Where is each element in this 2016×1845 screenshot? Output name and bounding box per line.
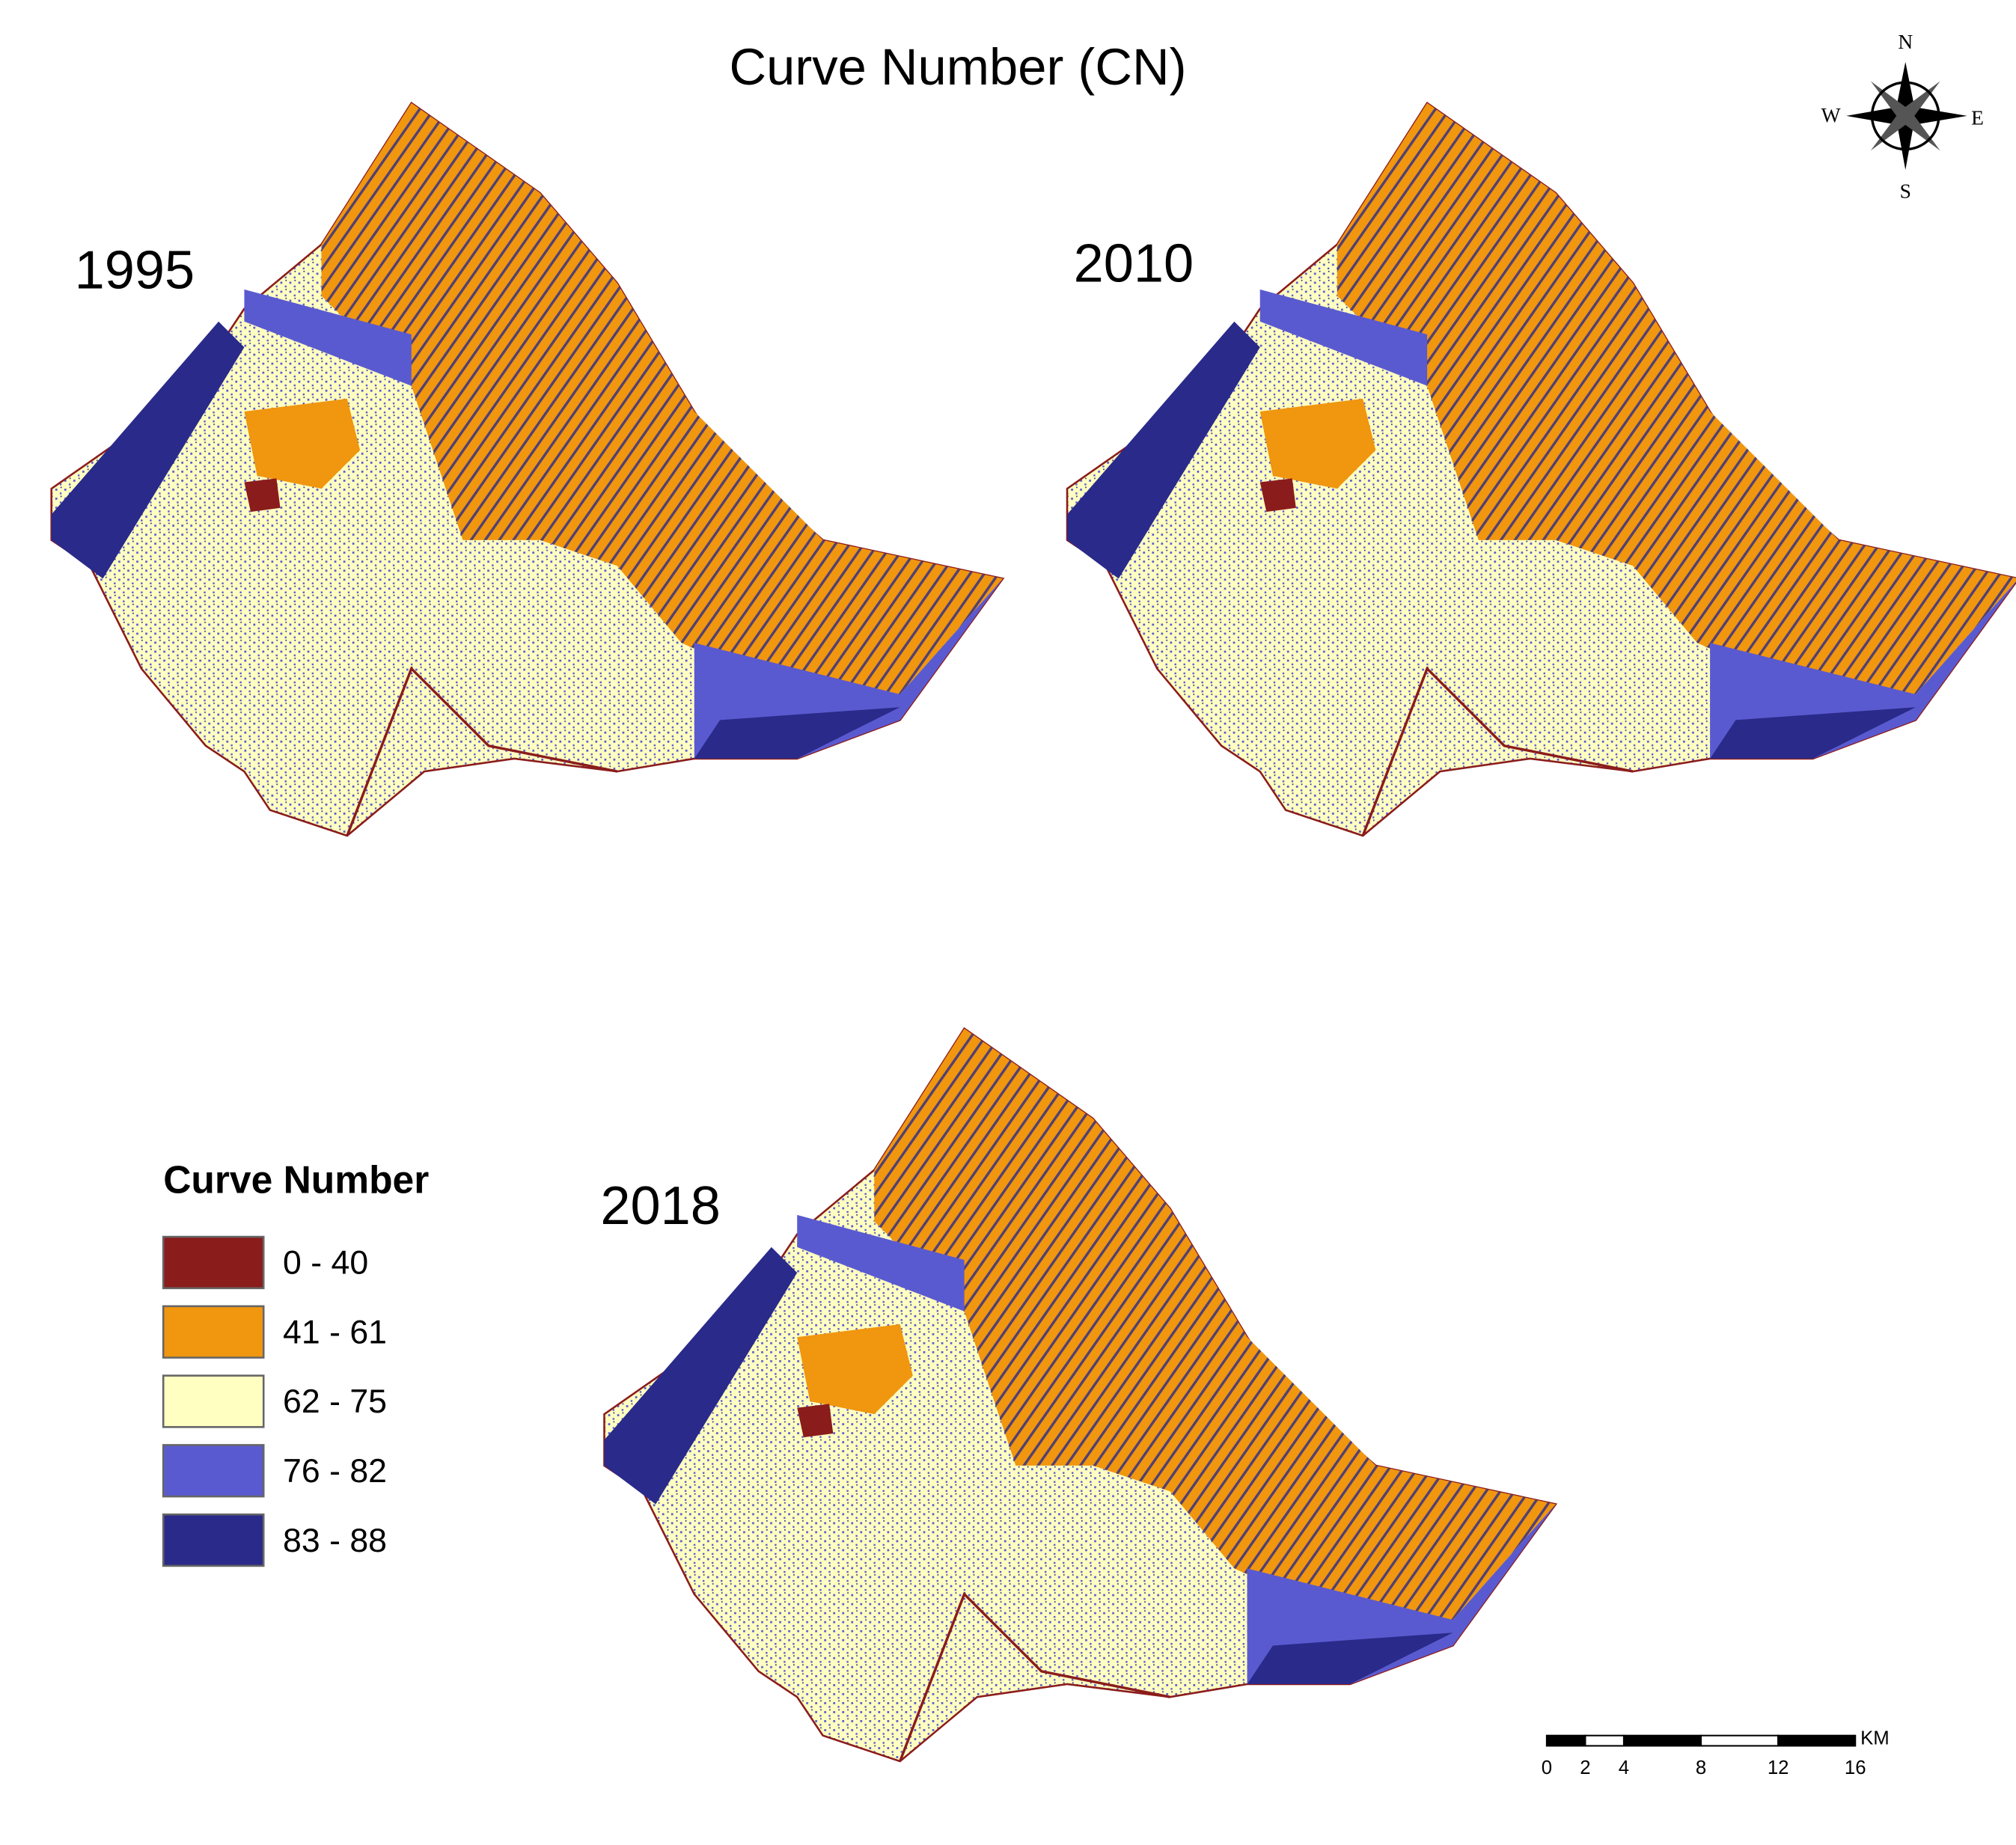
year-label: 1995 bbox=[75, 240, 195, 300]
compass-w: W bbox=[1821, 104, 1841, 126]
scale-segment bbox=[1622, 1734, 1702, 1747]
legend-swatch bbox=[162, 1305, 265, 1359]
legend: 0 - 40 41 - 61 62 - 75 76 - 82 83 - 88 bbox=[162, 1235, 387, 1567]
legend-swatch bbox=[162, 1235, 265, 1290]
scale-tick-label: 8 bbox=[1696, 1757, 1706, 1778]
legend-title: Curve Number bbox=[163, 1158, 429, 1202]
legend-label: 76 - 82 bbox=[283, 1453, 387, 1490]
scale-tick-label: 16 bbox=[1845, 1757, 1866, 1778]
map-2010 bbox=[1066, 101, 2016, 837]
scale-segment bbox=[1545, 1734, 1586, 1747]
legend-swatch bbox=[162, 1374, 265, 1428]
legend-label: 0 - 40 bbox=[283, 1245, 368, 1282]
scale-bar: 0 2 4 8 12 16 KM bbox=[1542, 1728, 1890, 1779]
map-2018 bbox=[602, 1027, 1557, 1763]
scale-segment bbox=[1584, 1734, 1625, 1747]
legend-label: 62 - 75 bbox=[283, 1383, 387, 1420]
title: Curve Number (CN) bbox=[730, 38, 1187, 96]
legend-swatch bbox=[162, 1444, 265, 1498]
scale-segment bbox=[1700, 1734, 1780, 1747]
scale-unit: KM bbox=[1860, 1728, 1890, 1749]
year-label: 2010 bbox=[1074, 234, 1194, 294]
scale-tick-label: 2 bbox=[1580, 1757, 1590, 1778]
year-label: 2018 bbox=[600, 1176, 721, 1236]
scale-tick-label: 12 bbox=[1768, 1757, 1789, 1778]
scale-tick-label: 4 bbox=[1619, 1757, 1629, 1778]
map-1995 bbox=[50, 101, 1004, 837]
legend-label: 83 - 88 bbox=[283, 1523, 387, 1559]
compass: N S W E bbox=[1821, 31, 1984, 202]
compass-s: S bbox=[1900, 180, 1911, 202]
compass-e: E bbox=[1971, 106, 1984, 129]
legend-swatch bbox=[162, 1513, 265, 1567]
scale-tick-label: 0 bbox=[1542, 1757, 1552, 1778]
scale-segment bbox=[1777, 1734, 1857, 1747]
legend-label: 41 - 61 bbox=[283, 1314, 387, 1350]
compass-n: N bbox=[1898, 31, 1913, 53]
